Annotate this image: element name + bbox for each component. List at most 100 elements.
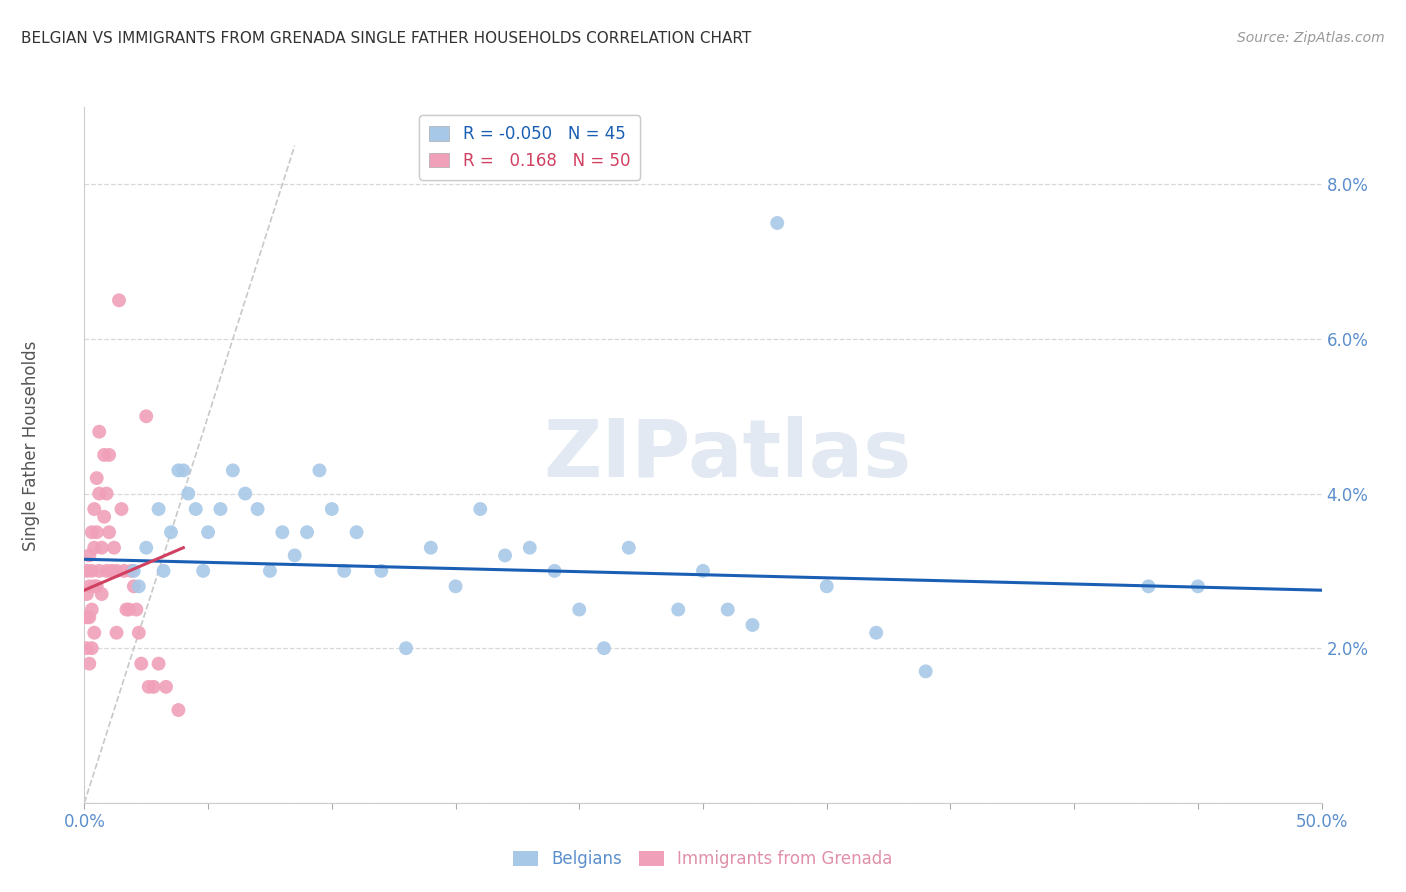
Point [100,564,122,578]
Point [90,541,112,555]
Point [122,564,145,578]
Point [741,618,763,632]
Point [129,657,152,671]
Point [89,425,111,439]
Point [98,448,121,462]
Point [86,525,108,540]
Point [308,463,330,477]
Point [395,641,418,656]
Text: Single Father Households: Single Father Households [22,341,39,551]
Point [76,641,98,656]
Point [86,579,108,593]
Point [152,564,174,578]
Point [76,610,98,624]
Point [83,502,105,516]
Point [135,409,157,424]
Point [122,579,145,593]
Point [167,703,190,717]
Point [142,680,165,694]
Point [346,525,368,540]
Point [118,602,141,616]
Point [80,641,103,656]
Text: BELGIAN VS IMMIGRANTS FROM GRENADA SINGLE FATHER HOUSEHOLDS CORRELATION CHART: BELGIAN VS IMMIGRANTS FROM GRENADA SINGL… [21,31,751,46]
Point [333,564,356,578]
Point [543,564,565,578]
Point [148,657,170,671]
Point [96,486,118,500]
Point [914,665,936,679]
Point [148,502,170,516]
Point [120,564,142,578]
Point [105,625,128,640]
Point [692,564,714,578]
Legend: Belgians, Immigrants from Grenada: Belgians, Immigrants from Grenada [506,844,900,875]
Point [295,525,318,540]
Point [167,463,190,477]
Point [519,541,541,555]
Point [246,502,269,516]
Point [112,564,135,578]
Point [470,502,492,516]
Point [222,463,245,477]
Point [209,502,232,516]
Point [370,564,392,578]
Point [617,541,640,555]
Point [125,602,148,616]
Point [135,541,157,555]
Point [110,502,132,516]
Point [444,579,467,593]
Point [105,564,128,578]
Point [865,625,887,640]
Point [1187,579,1209,593]
Point [89,486,111,500]
Point [666,602,689,616]
Point [79,610,101,624]
Point [90,587,112,601]
Point [103,541,125,555]
Point [89,564,111,578]
Point [138,680,160,694]
Point [96,564,118,578]
Point [191,564,214,578]
Point [815,579,838,593]
Point [83,625,105,640]
Point [197,525,219,540]
Point [115,602,138,616]
Point [93,448,115,462]
Point [93,509,115,524]
Point [177,486,200,500]
Point [419,541,441,555]
Point [83,541,105,555]
Point [98,525,121,540]
Point [83,579,105,593]
Point [128,579,150,593]
Point [80,564,103,578]
Text: ZIPatlas: ZIPatlas [544,416,912,494]
Point [128,625,150,640]
Point [108,293,131,308]
Legend: R = -0.050   N = 45, R =   0.168   N = 50: R = -0.050 N = 45, R = 0.168 N = 50 [419,115,640,179]
Point [284,549,307,563]
Point [184,502,207,516]
Point [717,602,740,616]
Point [494,549,516,563]
Point [155,680,177,694]
Point [76,587,98,601]
Point [80,602,103,616]
Point [321,502,343,516]
Text: Source: ZipAtlas.com: Source: ZipAtlas.com [1237,31,1385,45]
Point [80,525,103,540]
Point [766,216,789,230]
Point [79,579,101,593]
Point [76,564,98,578]
Point [271,525,294,540]
Point [79,657,101,671]
Point [79,549,101,563]
Point [568,602,591,616]
Point [86,471,108,485]
Point [593,641,616,656]
Point [1137,579,1160,593]
Point [259,564,281,578]
Point [233,486,256,500]
Point [160,525,183,540]
